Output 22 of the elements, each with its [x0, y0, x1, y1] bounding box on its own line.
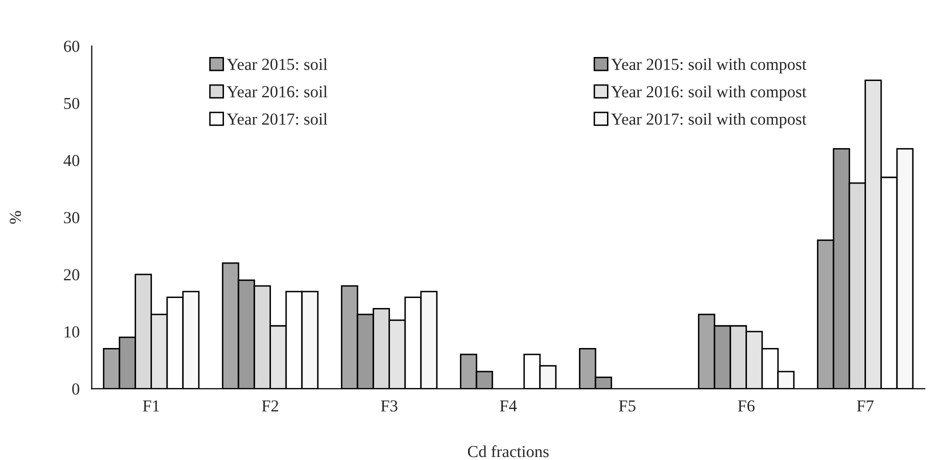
x-tick-label: F5 — [618, 400, 636, 412]
y-tick-label: 20 — [64, 269, 80, 280]
legend-label: Year 2016: soil with compost — [611, 86, 806, 101]
legend-label: Year 2015: soil — [226, 58, 328, 70]
legend-label: Year 2017: soil with compost — [611, 113, 806, 128]
x-tick-label: F1 — [142, 400, 160, 412]
x-axis-title: Cd fractions — [468, 445, 549, 458]
y-tick-label: 50 — [64, 98, 80, 110]
x-tick-label: F7 — [856, 400, 874, 412]
legend-label: Year 2015: soil with compost — [611, 58, 806, 74]
legend-label: Year 2016: soil — [226, 86, 328, 98]
legend-label: Year 2017: soil — [226, 113, 328, 125]
y-tick-label: 10 — [64, 326, 80, 338]
y-tick-label: 0 — [72, 383, 80, 395]
y-axis-title: % — [10, 210, 22, 224]
x-tick-label: F4 — [500, 400, 517, 412]
x-tick-label: F2 — [262, 400, 278, 412]
x-tick-label: F6 — [738, 400, 755, 412]
y-tick-label: 60 — [64, 40, 80, 52]
y-tick-label: 30 — [64, 212, 80, 224]
y-tick-label: 40 — [64, 154, 80, 166]
x-tick-label: F3 — [380, 400, 398, 412]
